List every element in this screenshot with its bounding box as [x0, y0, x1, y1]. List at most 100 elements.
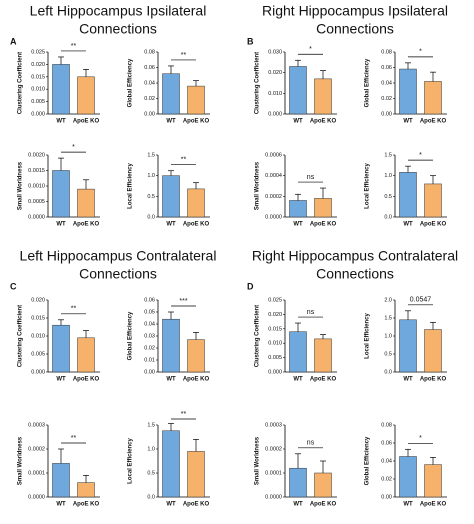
x-tick-label: ApoE KO — [310, 502, 337, 508]
significance-label: ** — [71, 435, 77, 442]
y-tick-label: 0.04 — [381, 458, 392, 464]
x-tick-label: WT — [403, 222, 413, 228]
x-tick-label: WT — [166, 377, 176, 383]
y-tick-label: 0.015 — [31, 315, 45, 321]
y-tick-label: 0.00 — [381, 111, 392, 117]
significance-label: 0.0547 — [410, 297, 432, 304]
y-tick-label: 0.02 — [144, 96, 155, 102]
bar — [52, 64, 70, 115]
bar — [289, 66, 307, 115]
y-tick-label: 0.04 — [144, 321, 155, 327]
y-tick-label: 0.020 — [31, 62, 45, 68]
bar — [314, 198, 332, 218]
y-tick-label: 1.0 — [384, 333, 392, 339]
significance-label: ns — [307, 309, 315, 316]
panel-letter: C — [10, 281, 17, 291]
y-tick-label: 0.0015 — [28, 168, 45, 174]
bar — [289, 331, 307, 373]
y-tick-label: 0.025 — [268, 297, 282, 303]
x-tick-label: WT — [56, 502, 66, 508]
y-tick-label: 0.0004 — [265, 173, 282, 179]
x-tick-label: ApoE KO — [310, 222, 337, 228]
significance-label: * — [419, 152, 422, 159]
y-tick-label: 0.5 — [384, 351, 392, 357]
y-tick-label: 1.0 — [384, 173, 392, 179]
significance-label: ** — [71, 43, 77, 50]
y-tick-label: 1.0 — [147, 446, 155, 452]
x-tick-label: ApoE KO — [183, 222, 210, 228]
y-tick-label: 0.025 — [31, 49, 45, 55]
y-axis-label: Local Efficiency — [128, 437, 134, 483]
y-axis-label: Small Worldness — [255, 436, 261, 485]
y-tick-label: 1.5 — [384, 152, 392, 158]
y-tick-label: 0.05 — [144, 309, 155, 315]
y-tick-label: 0.020 — [268, 312, 282, 318]
y-tick-label: 0.0001 — [265, 470, 282, 476]
panel-title: Connections — [79, 21, 157, 37]
y-tick-label: 0.0000 — [28, 214, 45, 220]
y-tick-label: 0.0 — [384, 214, 392, 220]
y-tick-label: 1.5 — [147, 422, 155, 428]
panel-title: Left Hippocampus Ipsilateral — [30, 3, 207, 19]
bar — [187, 339, 205, 373]
y-tick-label: 0.020 — [31, 297, 45, 303]
bar — [52, 170, 70, 218]
bar — [77, 482, 95, 498]
significance-label: * — [419, 435, 422, 442]
y-axis-label: Clustering Coefficient — [18, 305, 24, 367]
x-tick-label: WT — [293, 119, 303, 125]
bar — [187, 188, 205, 218]
x-tick-label: WT — [293, 222, 303, 228]
y-tick-label: 0.5 — [384, 194, 392, 200]
x-tick-label: WT — [166, 222, 176, 228]
bar — [424, 81, 442, 115]
y-tick-label: 0.010 — [31, 87, 45, 93]
bar — [162, 175, 180, 218]
x-tick-label: ApoE KO — [73, 119, 100, 125]
y-tick-label: 0.0010 — [28, 183, 45, 189]
y-tick-label: 0.010 — [31, 333, 45, 339]
y-tick-label: 0.02 — [381, 476, 392, 482]
y-tick-label: 0.0002 — [28, 446, 45, 452]
x-tick-label: WT — [403, 119, 413, 125]
bar — [289, 200, 307, 218]
y-tick-label: 0.030 — [268, 49, 282, 55]
y-axis-label: Small Worldness — [18, 161, 24, 210]
x-tick-label: WT — [293, 502, 303, 508]
y-axis-label: Clustering Coefficient — [18, 52, 24, 114]
bar — [314, 78, 332, 115]
y-tick-label: 0.08 — [144, 49, 155, 55]
y-tick-label: 0.0000 — [265, 494, 282, 500]
panel-letter: D — [247, 281, 254, 291]
x-tick-label: ApoE KO — [420, 119, 447, 125]
x-tick-label: ApoE KO — [183, 377, 210, 383]
significance-label: * — [309, 46, 312, 53]
significance-label: * — [419, 49, 422, 56]
panel-title: Connections — [79, 266, 157, 282]
x-tick-label: WT — [166, 119, 176, 125]
significance-label: ns — [307, 174, 315, 181]
bar — [289, 467, 307, 498]
y-tick-label: 0.0002 — [265, 446, 282, 452]
y-tick-label: 0.0 — [384, 369, 392, 375]
panel-title: Connections — [316, 266, 394, 282]
y-tick-label: 0.015 — [268, 326, 282, 332]
bar — [399, 68, 417, 115]
panel-title: Right Hippocampus Ipsilateral — [262, 3, 448, 19]
x-tick-label: ApoE KO — [73, 377, 100, 383]
y-tick-label: 0.00 — [144, 369, 155, 375]
significance-label: * — [72, 144, 75, 151]
y-axis-label: Global Efficiency — [128, 58, 134, 107]
bar — [424, 183, 442, 218]
y-axis-label: Small Worldness — [255, 161, 261, 210]
y-tick-label: 0.02 — [381, 96, 392, 102]
y-tick-label: 0.005 — [31, 99, 45, 105]
panel-letter: B — [247, 36, 254, 46]
y-tick-label: 0.0 — [147, 214, 155, 220]
significance-label: ** — [71, 306, 77, 313]
y-tick-label: 0.0001 — [28, 470, 45, 476]
x-tick-label: WT — [403, 377, 413, 383]
y-tick-label: 1.0 — [147, 173, 155, 179]
x-tick-label: ApoE KO — [183, 502, 210, 508]
significance-label: ** — [181, 157, 187, 164]
